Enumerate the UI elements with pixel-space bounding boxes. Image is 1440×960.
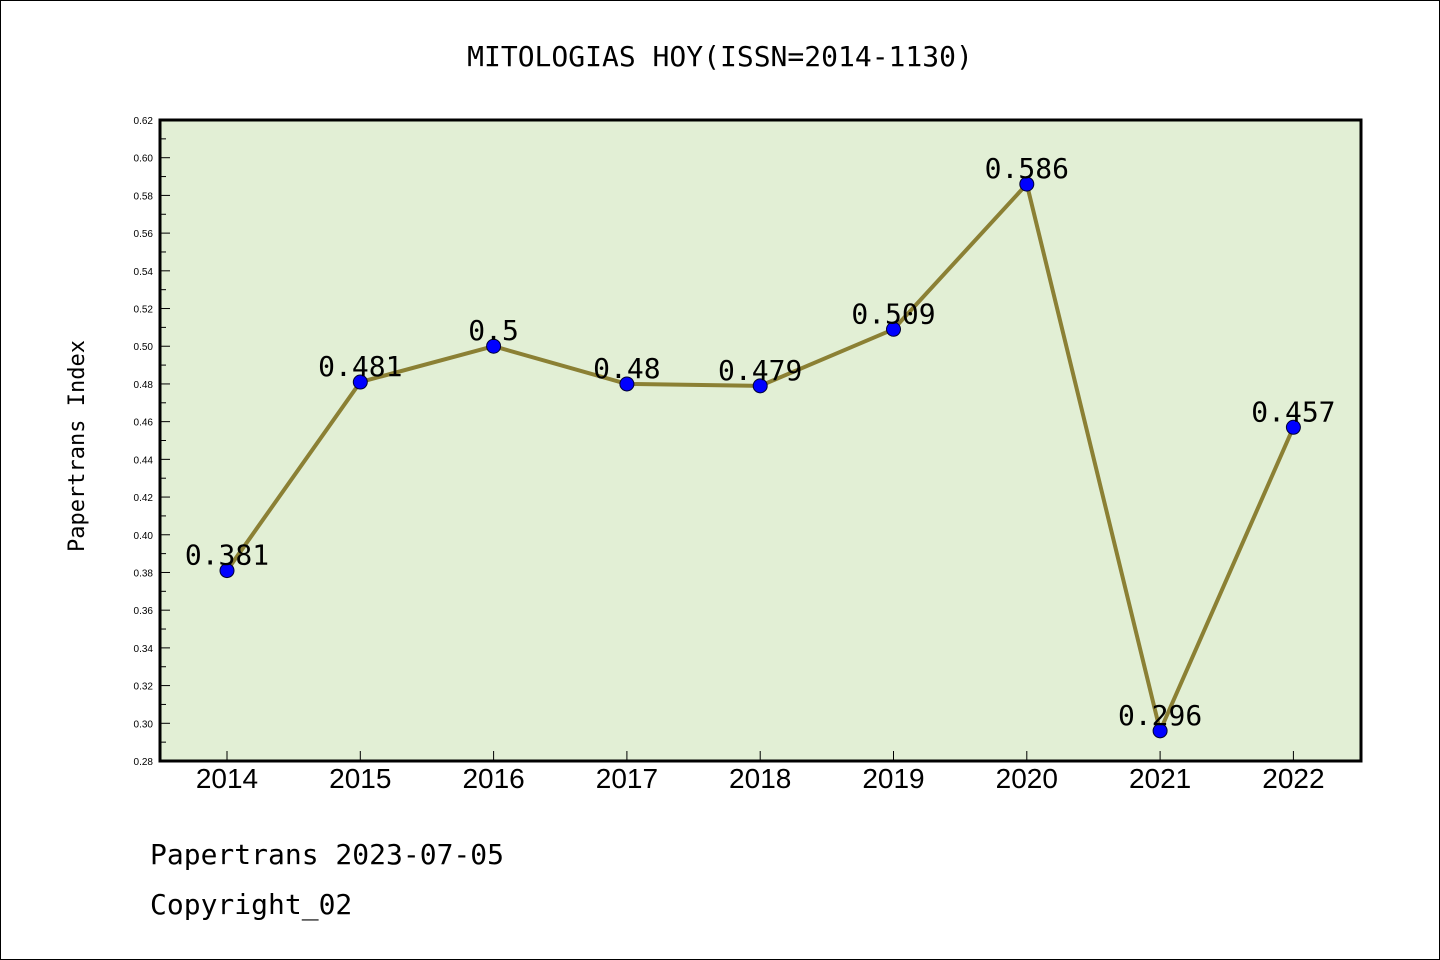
data-label: 0.381 bbox=[185, 539, 269, 572]
x-tick-label: 2017 bbox=[596, 763, 658, 794]
chart-title: MITOLOGIAS HOY(ISSN=2014-1130) bbox=[467, 40, 973, 73]
y-tick-label: 0.38 bbox=[134, 568, 154, 579]
data-labels: 0.381 0.481 0.5 0.48 0.479 0.509 0.586 0.296 0.4… bbox=[185, 152, 1336, 732]
y-tick-label: 0.46 bbox=[134, 418, 154, 429]
y-tick-label: 0.36 bbox=[134, 606, 154, 617]
x-tick-label: 2021 bbox=[1129, 763, 1191, 794]
plot-area bbox=[160, 120, 1361, 761]
data-point bbox=[752, 378, 768, 394]
y-tick-label: 0.34 bbox=[134, 644, 154, 655]
footer-copyright: Copyright_02 bbox=[150, 888, 352, 922]
data-markers bbox=[219, 176, 1301, 739]
y-tick-label: 0.58 bbox=[134, 191, 154, 202]
y-tick-label: 0.40 bbox=[134, 531, 154, 542]
x-tick-label: 2020 bbox=[996, 763, 1058, 794]
data-label: 0.586 bbox=[985, 152, 1069, 185]
data-label: 0.296 bbox=[1118, 699, 1202, 732]
data-point bbox=[219, 563, 235, 579]
data-label: 0.479 bbox=[718, 354, 802, 387]
data-point bbox=[352, 374, 368, 390]
y-tick-label: 0.54 bbox=[134, 267, 154, 278]
y-tick-label: 0.60 bbox=[134, 154, 154, 165]
data-label: 0.481 bbox=[318, 350, 402, 383]
y-tick-label: 0.30 bbox=[134, 719, 154, 730]
data-point bbox=[886, 321, 901, 337]
data-point bbox=[1152, 723, 1168, 739]
x-tick-label: 2022 bbox=[1262, 763, 1324, 794]
y-tick-label: 0.50 bbox=[134, 342, 154, 353]
data-point bbox=[619, 376, 635, 392]
x-tick-label: 2016 bbox=[462, 763, 524, 794]
y-tick-label: 0.52 bbox=[134, 305, 154, 316]
data-label: 0.509 bbox=[851, 297, 935, 330]
y-tick-label: 0.44 bbox=[134, 455, 154, 466]
y-tick-label: 0.28 bbox=[134, 757, 154, 768]
plot-border bbox=[158, 118, 1363, 763]
y-tick-label: 0.48 bbox=[134, 380, 154, 391]
x-axis: 2014 2015 2016 2017 2018 2019 2020 2021 2022 bbox=[196, 751, 1325, 794]
y-tick-label: 0.32 bbox=[134, 682, 154, 693]
x-tick-label: 2018 bbox=[729, 763, 791, 794]
data-point bbox=[1019, 176, 1035, 192]
x-tick-label: 2014 bbox=[196, 763, 258, 794]
y-tick-label: 0.62 bbox=[134, 116, 154, 127]
y-axis-label: Papertrans Index bbox=[65, 340, 90, 552]
y-tick-label: 0.56 bbox=[134, 229, 154, 240]
data-label: 0.457 bbox=[1251, 395, 1335, 428]
footer-date: Papertrans 2023-07-05 bbox=[150, 838, 504, 871]
data-point bbox=[1285, 419, 1301, 435]
x-tick-label: 2015 bbox=[329, 763, 391, 794]
x-tick-label: 2019 bbox=[862, 763, 924, 794]
data-label: 0.48 bbox=[593, 352, 660, 385]
data-point bbox=[486, 338, 502, 354]
y-tick-label: 0.42 bbox=[134, 493, 154, 504]
data-label: 0.5 bbox=[468, 314, 519, 347]
